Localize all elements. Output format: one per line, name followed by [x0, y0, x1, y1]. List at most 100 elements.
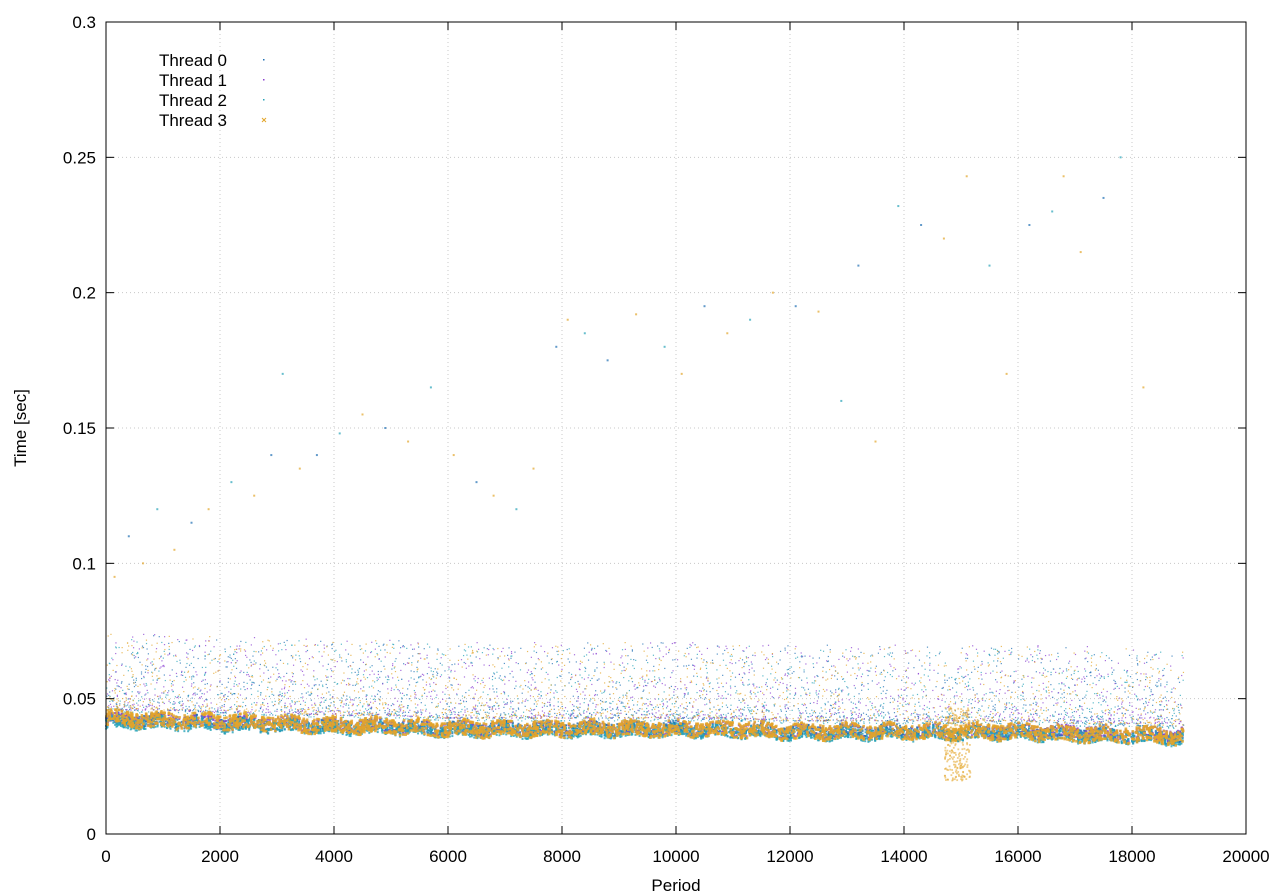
scatter-point — [840, 719, 843, 721]
scatter-point — [1025, 660, 1027, 662]
scatter-point — [1000, 662, 1002, 665]
scatter-point — [965, 719, 967, 721]
scatter-point — [842, 655, 844, 657]
scatter-point — [1131, 719, 1133, 721]
scatter-point — [223, 709, 225, 711]
scatter-point — [711, 717, 713, 719]
scatter-point — [609, 693, 611, 695]
scatter-point — [926, 706, 928, 708]
scatter-point — [725, 714, 727, 716]
scatter-point — [677, 665, 679, 667]
scatter-point — [306, 714, 308, 716]
scatter-point — [617, 719, 619, 721]
scatter-point — [213, 658, 215, 660]
scatter-point — [611, 717, 613, 719]
scatter-point — [628, 706, 630, 708]
scatter-point — [403, 646, 405, 648]
scatter-point — [948, 688, 951, 691]
scatter-point — [773, 705, 776, 707]
scatter-point — [959, 696, 961, 698]
scatter-point — [854, 711, 856, 713]
scatter-point — [242, 701, 244, 703]
scatter-point — [955, 682, 957, 684]
scatter-point — [351, 672, 353, 674]
scatter-point — [496, 671, 498, 673]
scatter-point — [976, 719, 979, 721]
scatter-point — [878, 709, 880, 711]
scatter-point — [239, 705, 241, 707]
scatter-point — [535, 701, 537, 703]
scatter-point — [659, 650, 661, 652]
scatter-point — [112, 669, 114, 671]
scatter-point — [777, 713, 779, 715]
scatter-point — [1079, 699, 1081, 701]
scatter-point — [1136, 657, 1138, 659]
scatter-point — [233, 711, 236, 713]
scatter-point — [417, 643, 420, 645]
scatter-point — [453, 716, 456, 719]
scatter-point — [253, 660, 255, 662]
scatter-point — [621, 670, 623, 672]
scatter-point — [609, 712, 612, 715]
scatter-point — [114, 692, 116, 694]
scatter-point — [489, 688, 491, 690]
scatter-point — [923, 723, 925, 725]
scatter-point — [128, 710, 130, 712]
scatter-point — [735, 692, 737, 694]
scatter-point — [892, 670, 894, 672]
scatter-point — [531, 672, 533, 675]
scatter-point — [437, 717, 439, 719]
scatter-point — [848, 693, 850, 695]
scatter-point — [347, 704, 350, 706]
scatter-point — [845, 649, 847, 651]
scatter-point — [1020, 694, 1022, 696]
scatter-point — [1159, 722, 1162, 725]
scatter-point — [801, 656, 803, 658]
scatter-point — [491, 707, 494, 709]
scatter-point — [756, 712, 758, 715]
scatter-point — [1103, 699, 1105, 701]
scatter-point — [1125, 681, 1127, 684]
scatter-point — [397, 679, 400, 681]
scatter-point — [729, 685, 732, 687]
scatter-point — [668, 710, 670, 712]
scatter-point — [882, 707, 884, 710]
scatter-point — [1009, 719, 1011, 721]
scatter-point — [1104, 660, 1106, 662]
scatter-point — [966, 669, 968, 671]
scatter-point — [875, 722, 878, 724]
scatter-point — [305, 645, 307, 648]
scatter-point — [586, 716, 588, 718]
scatter-point — [451, 713, 453, 715]
scatter-point — [543, 712, 546, 714]
scatter-point — [694, 665, 696, 667]
scatter-point — [224, 714, 227, 717]
scatter-point — [744, 673, 746, 675]
scatter-point — [349, 678, 351, 680]
scatter-point — [574, 674, 577, 677]
scatter-point — [602, 712, 604, 714]
scatter-point — [410, 700, 412, 702]
scatter-point — [860, 651, 862, 654]
scatter-point — [712, 716, 715, 718]
scatter-point — [922, 717, 924, 719]
scatter-point — [1124, 691, 1126, 693]
scatter-point — [855, 713, 857, 715]
scatter-point — [1128, 722, 1131, 724]
scatter-point — [1149, 676, 1151, 678]
scatter-point — [355, 715, 357, 717]
scatter-point — [766, 689, 768, 691]
scatter-point — [1125, 709, 1127, 711]
scatter-point — [677, 707, 680, 709]
scatter-point — [410, 695, 412, 697]
scatter-point — [1160, 678, 1162, 680]
scatter-point — [816, 694, 818, 696]
scatter-point — [353, 716, 355, 718]
scatter-point — [1053, 720, 1055, 722]
scatter-point — [512, 711, 514, 713]
scatter-point — [133, 703, 135, 705]
scatter-point — [928, 701, 931, 703]
scatter-point — [188, 709, 190, 711]
scatter-point — [535, 688, 537, 690]
scatter-point — [459, 717, 461, 719]
